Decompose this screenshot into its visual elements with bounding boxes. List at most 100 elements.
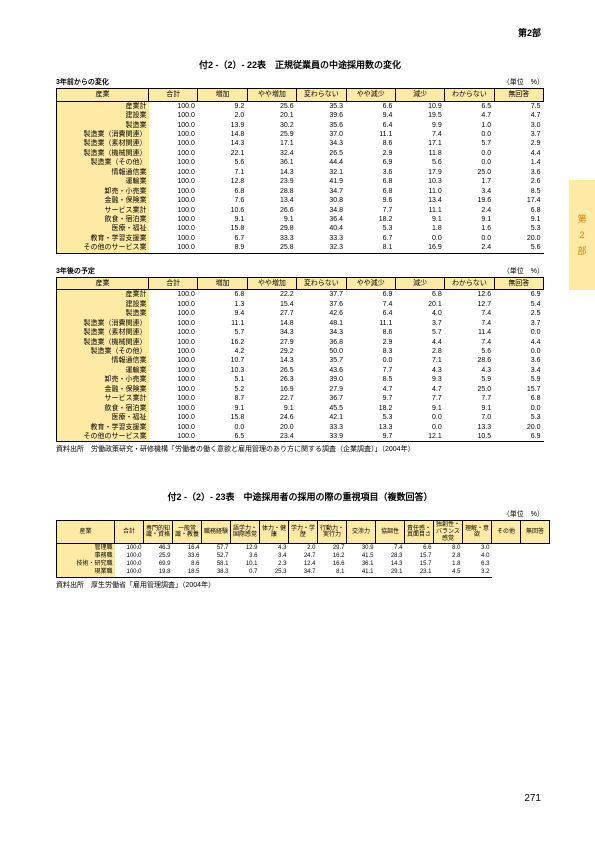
table-row: 教育・学習支援業100.00.020.033.313.30.013.320.0 xyxy=(57,423,544,432)
cell: 3.6 xyxy=(494,168,543,177)
cell: 20.0 xyxy=(494,234,543,243)
cell: 4.7 xyxy=(494,111,543,120)
cell: 17.4 xyxy=(494,196,543,205)
header-part: 第2部 xyxy=(518,26,541,39)
table-row: 情報通信業100.07.114.332.13.617.925.03.6 xyxy=(57,168,544,177)
cell: 2.0 xyxy=(198,111,247,120)
cell: 3.7 xyxy=(395,319,444,328)
table-row: 製造業（その他）100.04.229.250.08.32.85.60.0 xyxy=(57,347,544,356)
table-row: 製造業100.09.427.742.66.44.07.42.5 xyxy=(57,309,544,318)
cell: 11.1 xyxy=(346,319,395,328)
cell: 25.6 xyxy=(247,101,296,111)
cell: 10.3 xyxy=(198,366,247,375)
cell: 5.9 xyxy=(445,375,494,384)
cell: 5.7 xyxy=(198,328,247,337)
cell: 9.2 xyxy=(198,101,247,111)
row-label: 製造業（その他） xyxy=(57,347,149,356)
cell: 19.5 xyxy=(395,111,444,120)
cell: 100.0 xyxy=(149,243,198,253)
cell: 13.9 xyxy=(198,121,247,130)
cell: 7.7 xyxy=(445,394,494,403)
cell: 18.2 xyxy=(346,404,395,413)
table-row: 製造業（消費関連）100.014.825.937.011.17.40.03.7 xyxy=(57,130,544,139)
cell: 100.0 xyxy=(115,552,144,560)
table-row: 製造業（消費関連）100.011.114.848.111.13.77.43.7 xyxy=(57,319,544,328)
cell: 16.9 xyxy=(247,385,296,394)
cell: 34.3 xyxy=(247,328,296,337)
cell: 8.6 xyxy=(173,560,202,568)
table1-left-label: 3年前からの変化 xyxy=(56,77,109,87)
cell: 29.8 xyxy=(247,224,296,233)
cell: 100.0 xyxy=(149,290,198,300)
page-number: 271 xyxy=(524,793,541,804)
col-header: 合計 xyxy=(149,89,198,102)
cell: 28.3 xyxy=(376,552,405,560)
cell: 35.3 xyxy=(297,101,346,111)
row-label: 建設業 xyxy=(57,111,149,120)
table-row: 金融・保険業100.05.216.927.94.74.725.015.7 xyxy=(57,385,544,394)
cell: 24.7 xyxy=(289,552,318,560)
cell: 41.9 xyxy=(297,177,346,186)
cell: 7.7 xyxy=(346,206,395,215)
cell: 5.6 xyxy=(494,243,543,253)
cell: 33.3 xyxy=(247,234,296,243)
cell: 9.4 xyxy=(198,309,247,318)
cell: 41.1 xyxy=(347,568,376,577)
row-label: 飲食・宿泊業 xyxy=(57,215,149,224)
row-label: 製造業（機械関連） xyxy=(57,338,149,347)
cell: 35.7 xyxy=(297,356,346,365)
cell: 9.1 xyxy=(247,404,296,413)
cell: 22.1 xyxy=(198,149,247,158)
cell: 32.1 xyxy=(297,168,346,177)
side-tab-char: 第 xyxy=(577,211,586,227)
col-header: 一般常識・教養 xyxy=(173,521,202,544)
table-row: 製造業（機械関連）100.016.227.936.82.94.47.44.4 xyxy=(57,338,544,347)
cell: 3.0 xyxy=(463,544,492,553)
cell: 13.4 xyxy=(247,196,296,205)
table-row: 製造業（素材関連）100.05.734.334.38.65.711.40.0 xyxy=(57,328,544,337)
cell: 25.3 xyxy=(260,568,289,577)
table-row: 飲食・宿泊業100.09.19.145.518.29.19.10.0 xyxy=(57,404,544,413)
row-label: 卸売・小売業 xyxy=(57,375,149,384)
row-label: 事務職 xyxy=(57,552,115,560)
row-label: 飲食・宿泊業 xyxy=(57,404,149,413)
row-label: 卸売・小売業 xyxy=(57,187,149,196)
col-header: やや増加 xyxy=(247,277,296,290)
table3-title: 付2 -（2）- 23表 中途採用者の採用の際の重視項目（複数回答） xyxy=(56,490,544,503)
cell: 9.1 xyxy=(494,215,543,224)
cell: 13.3 xyxy=(346,423,395,432)
cell: 7.4 xyxy=(346,300,395,309)
table-row: 飲食・宿泊業100.09.19.136.418.29.19.19.1 xyxy=(57,215,544,224)
table-row: 建設業100.01.315.437.67.420.112.75.4 xyxy=(57,300,544,309)
cell: 46.3 xyxy=(144,544,173,553)
cell: 22.7 xyxy=(247,394,296,403)
cell: 10.7 xyxy=(198,356,247,365)
cell: 25.0 xyxy=(445,385,494,394)
cell: 8.6 xyxy=(346,328,395,337)
table-row: 運輸業100.012.823.941.96.810.31.72.6 xyxy=(57,177,544,186)
cell: 4.3 xyxy=(445,366,494,375)
cell: 5.3 xyxy=(346,413,395,422)
row-label: サービス業計 xyxy=(57,394,149,403)
cell: 14.3 xyxy=(198,139,247,148)
cell: 2.4 xyxy=(445,243,494,253)
cell: 9.1 xyxy=(198,404,247,413)
cell: 18.5 xyxy=(173,568,202,577)
cell: 3.4 xyxy=(494,366,543,375)
cell: 7.4 xyxy=(445,309,494,318)
table-row: 医療・福祉100.015.824.642.15.30.07.05.3 xyxy=(57,413,544,422)
cell: 12.4 xyxy=(289,560,318,568)
cell: 9.1 xyxy=(247,215,296,224)
cell: 5.3 xyxy=(494,224,543,233)
table-row: 現業職100.019.818.538.30.725.334.78.141.129… xyxy=(57,568,550,577)
cell: 5.2 xyxy=(198,385,247,394)
cell: 11.4 xyxy=(445,328,494,337)
cell: 8.1 xyxy=(318,568,347,577)
cell: 14.3 xyxy=(247,356,296,365)
table-row: 金融・保険業100.07.613.430.89.613.419.617.4 xyxy=(57,196,544,205)
cell: 12.7 xyxy=(445,300,494,309)
cell: 7.6 xyxy=(198,196,247,205)
cell: 34.3 xyxy=(297,328,346,337)
col-header: 合計 xyxy=(149,277,198,290)
cell: 39.6 xyxy=(297,111,346,120)
